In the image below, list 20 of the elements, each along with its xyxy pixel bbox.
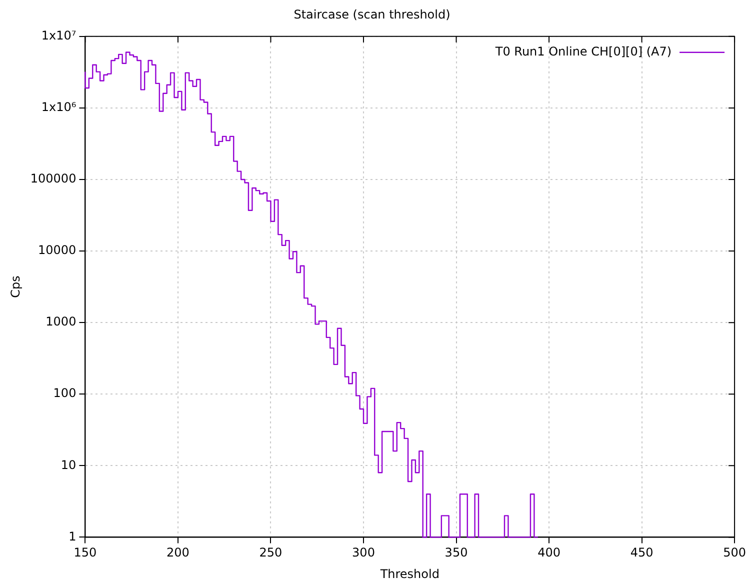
y-tick-label: 100000	[30, 172, 76, 186]
y-tick-label: 1000	[46, 314, 76, 329]
chart-title: Staircase (scan threshold)	[294, 7, 450, 22]
legend-label: T0 Run1 Online CH[0][0] (A7)	[494, 44, 672, 59]
y-tick-label: 10	[60, 458, 76, 472]
y-tick-label: 1	[68, 529, 76, 544]
y-tick-label: 10000	[38, 243, 76, 258]
x-tick-label: 350	[444, 546, 468, 560]
y-tick-label: 1x10⁶	[41, 100, 76, 114]
x-tick-label: 150	[74, 546, 97, 560]
x-tick-label: 300	[352, 546, 375, 560]
y-axis-title: Cps	[8, 276, 22, 298]
x-tick-label: 450	[630, 546, 654, 560]
x-tick-label: 400	[538, 546, 560, 560]
x-tick-label: 500	[723, 546, 746, 560]
x-axis-title: Threshold	[379, 566, 440, 581]
x-tick-label: 250	[259, 546, 282, 560]
y-tick-label: 100	[53, 386, 76, 400]
x-tick-label: 200	[166, 546, 190, 560]
y-tick-label: 1x10⁷	[41, 28, 76, 43]
